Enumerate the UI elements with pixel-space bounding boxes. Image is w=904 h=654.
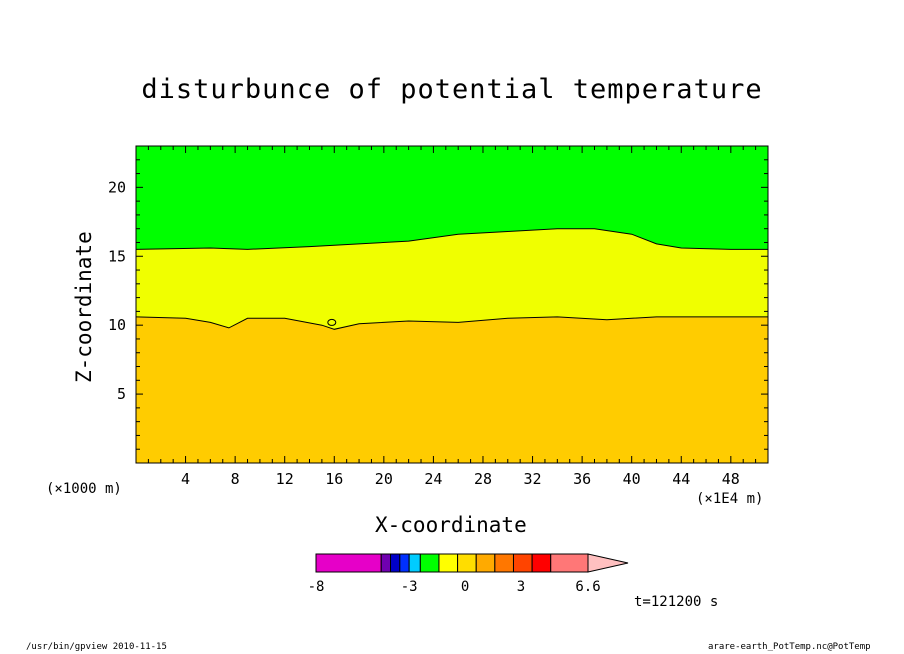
colorbar-bin xyxy=(408,553,421,573)
x-tick-label: 40 xyxy=(623,470,641,488)
y-tick-label: 20 xyxy=(108,178,126,196)
x-tick-label: 12 xyxy=(276,470,294,488)
chart-title: disturbunce of potential temperature xyxy=(141,74,763,105)
x-tick-label: 4 xyxy=(181,470,190,488)
colorbar-bin xyxy=(399,553,410,573)
colorbar-bin xyxy=(475,553,496,573)
colorbar-bin xyxy=(438,553,459,573)
region-lowest xyxy=(136,316,768,463)
colorbar-bin xyxy=(380,553,392,573)
colorbar-bin xyxy=(512,553,533,573)
colorbar-bin xyxy=(419,553,440,573)
x-tick-label: 8 xyxy=(231,470,240,488)
colorbar-label: -8 xyxy=(308,579,325,595)
colorbar-bin xyxy=(390,553,401,573)
colorbar-bin xyxy=(531,553,552,573)
x-axis-label: X-coordinate xyxy=(375,513,527,537)
colorbar-bin xyxy=(550,553,589,573)
colorbar-bin xyxy=(457,553,477,573)
y-tick-label: 5 xyxy=(117,385,126,403)
colorbar-bin xyxy=(494,553,514,573)
x-tick-label: 24 xyxy=(424,470,442,488)
x-tick-label: 48 xyxy=(722,470,740,488)
x-tick-label: 20 xyxy=(375,470,393,488)
colorbar-label: 0 xyxy=(461,579,469,595)
x-tick-label: 16 xyxy=(325,470,343,488)
footer-left: /usr/bin/gpview 2010-11-15 xyxy=(26,642,167,652)
time-label: t=121200 s xyxy=(634,594,719,610)
colorbar-label: 3 xyxy=(517,579,525,595)
x-tick-label: 32 xyxy=(524,470,542,488)
plot-frame xyxy=(135,145,769,464)
colorbar-label: 6.6 xyxy=(575,579,600,595)
colorbar-label: -3 xyxy=(401,579,418,595)
colorbar-bin xyxy=(315,553,382,573)
y-tick-label: 10 xyxy=(108,316,126,334)
x-unit-label-left: (×1000 m) xyxy=(46,481,122,497)
x-tick-label: 36 xyxy=(573,470,591,488)
contour-line-upper xyxy=(135,228,768,250)
x-unit-label-right: (×1E4 m) xyxy=(696,491,764,507)
colorbar-over-arrow xyxy=(587,553,629,573)
x-tick-label: 28 xyxy=(474,470,492,488)
footer-right: arare-earth_PotTemp.nc@PotTemp xyxy=(708,642,871,652)
x-tick-label: 44 xyxy=(672,470,690,488)
contour-small-closed xyxy=(327,318,337,326)
contour-line-lower xyxy=(135,316,768,330)
y-tick-label: 15 xyxy=(108,247,126,265)
